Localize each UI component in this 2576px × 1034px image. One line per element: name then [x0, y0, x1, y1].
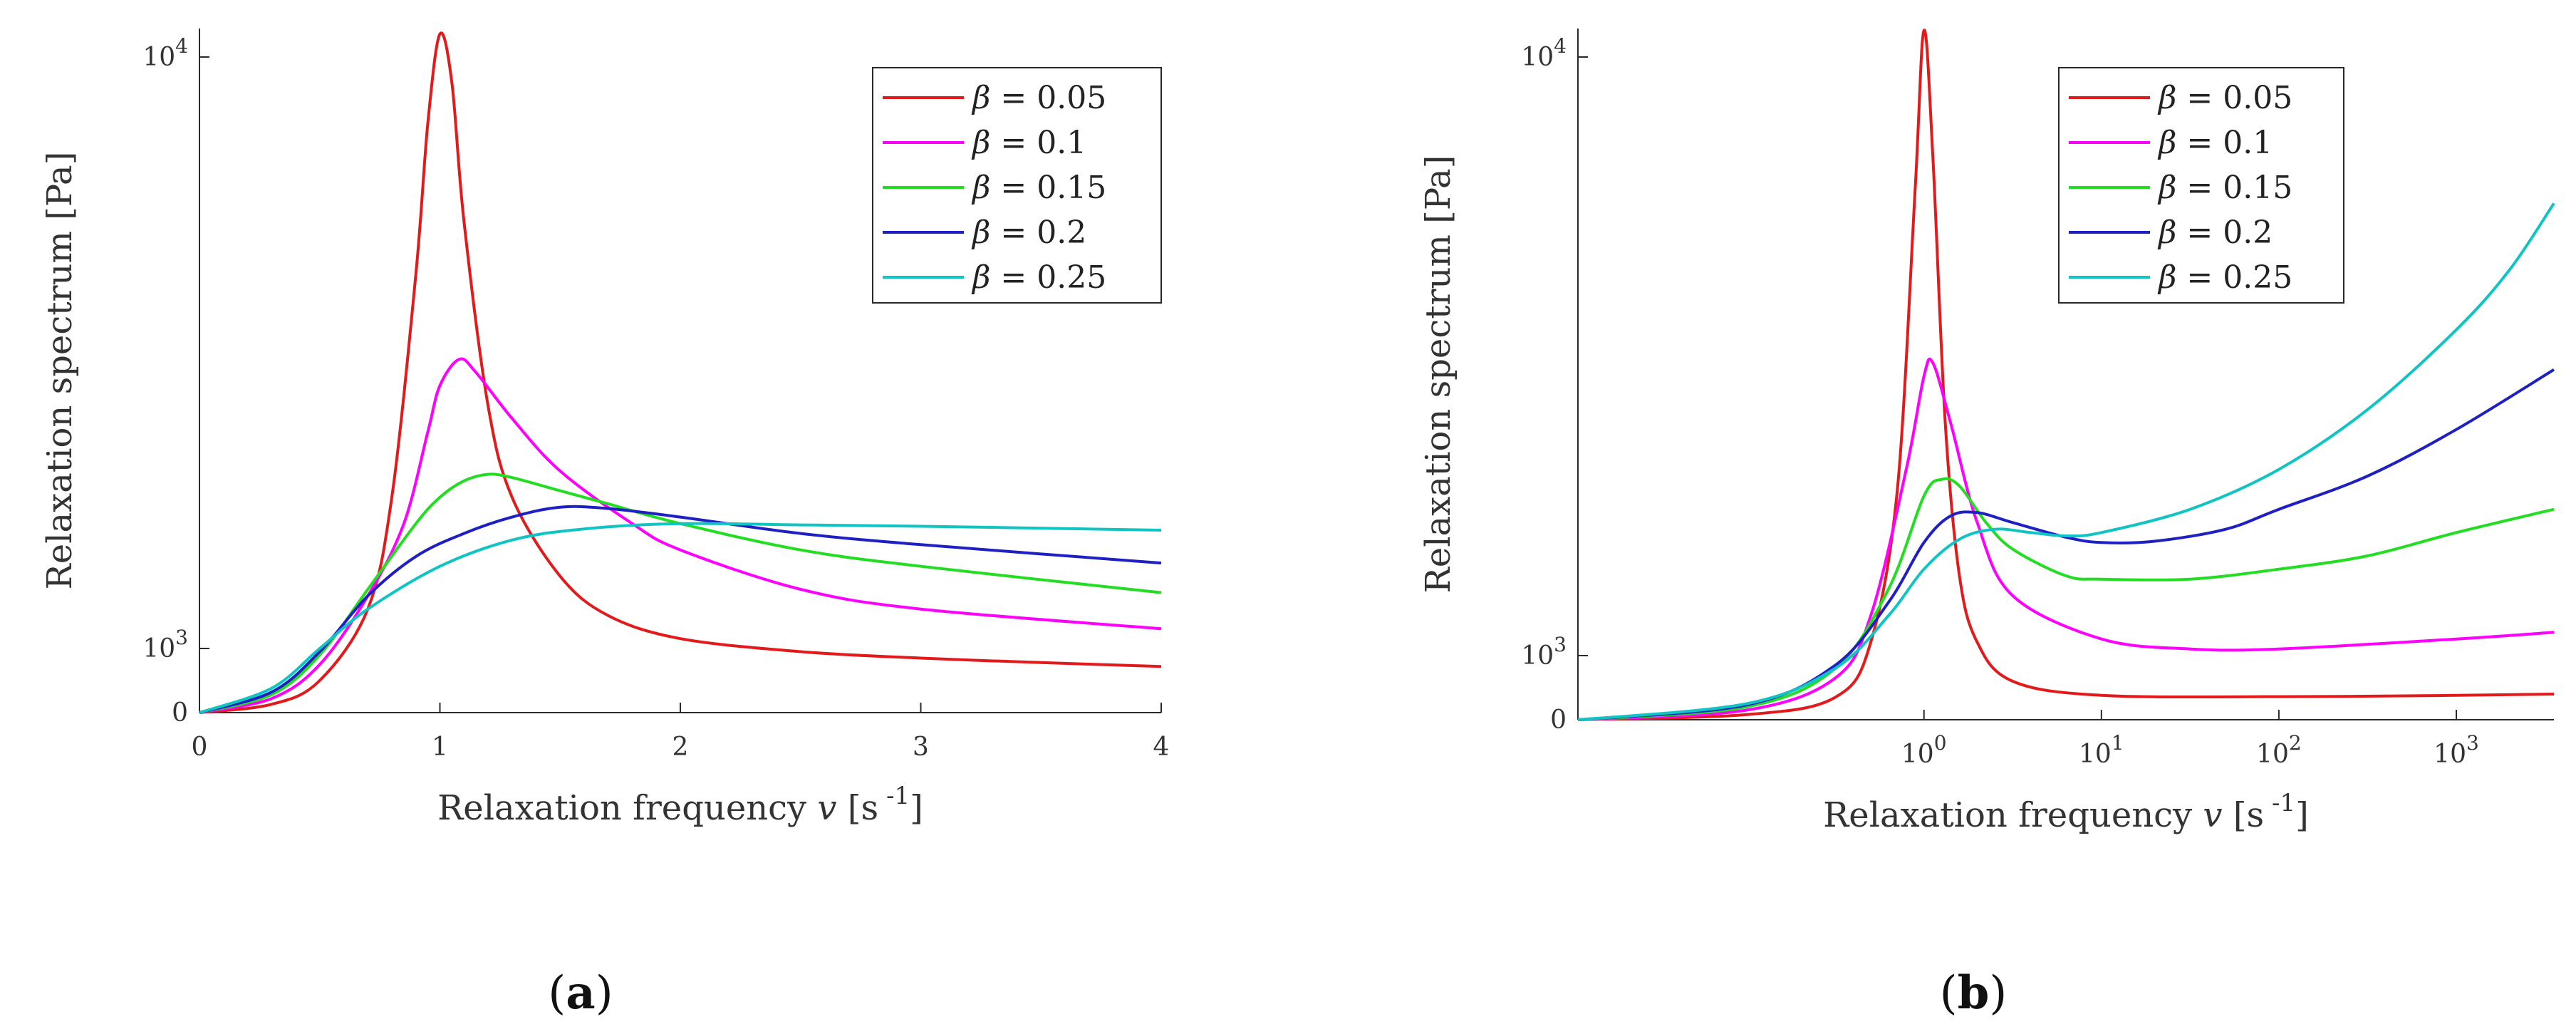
- series-line-beta-0.1: [199, 357, 1162, 714]
- y-axis-label: Relaxation spectrum [Pa]: [1418, 155, 1458, 594]
- series-line-beta-0.2: [199, 505, 1162, 714]
- y-tick-label: 0: [1550, 705, 1567, 735]
- legend-entry: β = 0.1: [971, 125, 1086, 161]
- legend: β = 0.05 β = 0.1 β = 0.15 β = 0.2 β = 0.25: [872, 67, 1162, 304]
- legend-entry: β = 0.25: [971, 259, 1106, 296]
- legend-entry: β = 0.15: [2157, 170, 2292, 206]
- series-line-beta-0.1: [1577, 357, 2555, 721]
- series-line-beta-0.25: [199, 522, 1162, 714]
- x-tick-label: 1: [432, 733, 448, 762]
- legend-box: [872, 67, 1162, 304]
- x-tick-label: 100: [1901, 731, 1947, 769]
- series-line-beta-0.05: [1577, 29, 2555, 721]
- series-line-beta-0.15: [1577, 477, 2555, 721]
- x-axis-label: Relaxation frequency v [s -1]: [1823, 789, 2309, 835]
- legend-entry: β = 0.2: [2157, 214, 2273, 251]
- x-tick-label: 0: [192, 733, 208, 762]
- y-tick-label: 0: [172, 698, 188, 728]
- legend-entry: β = 0.15: [971, 170, 1106, 206]
- series-line-beta-0.25: [1577, 202, 2555, 721]
- x-tick-label: 103: [2434, 731, 2479, 769]
- legend-entry: β = 0.2: [971, 214, 1086, 251]
- panel-b: 100 101 102 103 0 103 104 Relaxation frequency …: [1418, 29, 2555, 1020]
- x-tick-label: 102: [2256, 731, 2302, 769]
- y-axis-label: Relaxation spectrum [Pa]: [40, 152, 80, 590]
- y-tick-label: 104: [142, 34, 188, 72]
- x-tick-label: 3: [913, 733, 929, 762]
- series-line-beta-0.15: [199, 472, 1162, 714]
- panel-label: (b): [1940, 966, 2008, 1020]
- y-tick-label: 103: [1521, 633, 1567, 671]
- legend-entry: β = 0.05: [2157, 80, 2292, 116]
- legend-box: [2058, 67, 2344, 304]
- x-axis-label: Relaxation frequency v [s -1]: [437, 782, 923, 828]
- legend-entry: β = 0.25: [2157, 259, 2292, 296]
- legend-entry: β = 0.1: [2157, 125, 2273, 161]
- series-line-beta-0.2: [1577, 368, 2555, 721]
- legend: β = 0.05 β = 0.1 β = 0.15 β = 0.2 β = 0.25: [2058, 67, 2344, 304]
- x-tick-label: 2: [672, 733, 689, 762]
- panel-a: 0 1 2 3 4 0 103 104 Relaxation frequency v [s -1…: [40, 29, 1169, 1020]
- y-tick-label: 104: [1521, 34, 1567, 72]
- y-tick-label: 103: [142, 626, 188, 663]
- x-tick-label: 4: [1153, 733, 1170, 762]
- x-tick-label: 101: [2079, 731, 2124, 769]
- panel-label: (a): [548, 966, 613, 1020]
- legend-entry: β = 0.05: [971, 80, 1106, 116]
